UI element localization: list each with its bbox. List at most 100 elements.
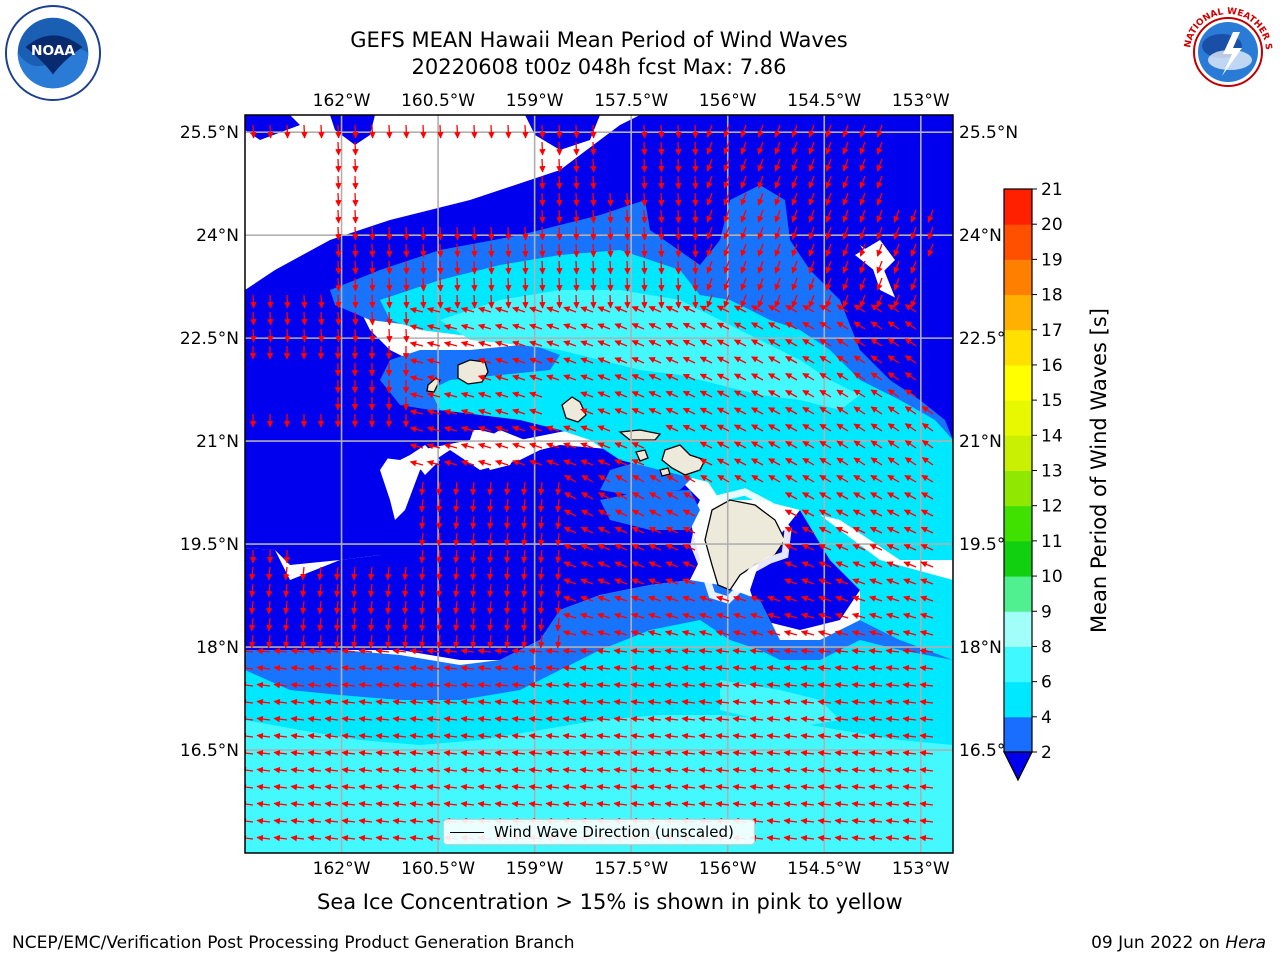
wave-arrow	[801, 578, 815, 585]
wave-arrow	[369, 311, 376, 326]
wave-arrow	[453, 481, 460, 496]
colorbar-tick-label: 8	[1041, 637, 1052, 657]
wave-arrow	[386, 260, 393, 275]
wave-arrow	[597, 595, 611, 602]
colorbar-tick-label: 17	[1041, 321, 1063, 341]
wave-arrow	[870, 372, 883, 381]
wave-arrow	[630, 629, 645, 637]
wave-arrow	[631, 459, 645, 466]
wave-arrow	[460, 459, 475, 467]
wave-arrow	[470, 583, 477, 598]
wave-arrow	[825, 260, 832, 274]
wave-arrow	[512, 357, 526, 364]
wave-arrow	[573, 294, 580, 309]
wave-arrow	[453, 532, 460, 547]
wave-arrow	[675, 124, 682, 139]
wave-arrow	[487, 515, 494, 530]
wave-arrow	[487, 481, 494, 496]
wave-arrow	[715, 664, 730, 672]
wave-arrow	[665, 356, 679, 364]
wave-arrow	[580, 323, 594, 330]
wave-arrow	[335, 311, 342, 326]
wave-arrow	[682, 561, 696, 568]
wave-arrow	[902, 647, 917, 655]
wave-arrow	[614, 509, 628, 517]
lon-label-bottom: 162°W	[313, 859, 371, 879]
wave-arrow	[859, 124, 866, 138]
wave-arrow	[808, 209, 815, 223]
colorbar-tick-label: 20	[1041, 215, 1063, 235]
wave-arrow	[870, 474, 883, 483]
wave-arrow	[512, 323, 526, 330]
wave-arrow	[615, 492, 628, 500]
wave-arrow	[740, 260, 747, 274]
wave-arrow	[853, 492, 866, 500]
wave-arrow	[596, 647, 611, 655]
wave-arrow	[283, 617, 290, 632]
wave-arrow	[904, 457, 917, 466]
wave-arrow	[630, 647, 645, 655]
wave-arrow	[443, 664, 458, 672]
lat-label-right: 18°N	[959, 638, 1002, 658]
chart-subtitle: 20220608 t00z 048h fcst Max: 7.86	[411, 55, 787, 79]
wave-arrow	[675, 294, 682, 309]
colorbar-segment	[1004, 611, 1032, 647]
wave-arrow	[876, 260, 883, 274]
wave-arrow	[538, 498, 545, 513]
wave-arrow	[733, 322, 747, 330]
wave-arrow	[887, 321, 900, 330]
wave-arrow	[887, 440, 900, 449]
wave-arrow	[665, 526, 679, 534]
wave-arrow	[808, 226, 815, 240]
wave-arrow	[631, 374, 645, 381]
wave-arrow	[664, 664, 679, 672]
wave-arrow	[504, 583, 511, 598]
wave-arrow	[580, 374, 594, 381]
wave-arrow	[750, 595, 764, 602]
wave-arrow	[403, 243, 410, 258]
wave-arrow	[859, 260, 866, 274]
wave-arrow	[334, 583, 341, 598]
wave-arrow	[546, 425, 560, 432]
lat-label-left: 25.5°N	[180, 123, 239, 143]
wave-arrow	[403, 277, 410, 292]
wave-arrow	[564, 492, 577, 500]
wave-arrow	[886, 526, 900, 534]
field-below-2-b	[245, 445, 700, 660]
wave-arrow	[859, 175, 866, 189]
wave-arrow	[471, 260, 478, 275]
wave-arrow	[470, 549, 477, 564]
wave-arrow	[885, 612, 900, 619]
wave-arrow	[419, 532, 426, 547]
wave-arrow	[665, 322, 679, 330]
wave-arrow	[590, 294, 597, 309]
wave-arrow	[808, 141, 815, 155]
wave-arrow	[477, 664, 492, 672]
lon-label-top: 159°W	[506, 91, 564, 111]
wave-arrow	[284, 311, 291, 326]
wave-arrow	[665, 544, 679, 551]
wave-arrow	[876, 209, 883, 223]
wave-arrow	[402, 617, 409, 632]
wave-arrow	[716, 305, 730, 313]
wave-arrow	[562, 612, 577, 619]
wave-arrow	[870, 440, 883, 449]
wave-arrow	[723, 260, 730, 274]
wave-arrow	[556, 260, 563, 275]
wave-arrow	[546, 357, 560, 364]
lon-label-top: 154.5°W	[787, 91, 861, 111]
wave-arrow	[801, 561, 815, 568]
wave-arrow	[590, 175, 597, 190]
wave-arrow	[352, 260, 359, 275]
wave-arrow	[504, 498, 511, 513]
wave-arrow	[580, 526, 594, 534]
wave-arrow	[808, 277, 815, 291]
wave-arrow	[505, 277, 512, 292]
wave-arrow	[555, 634, 562, 649]
wave-arrow	[751, 458, 764, 466]
wave-arrow	[300, 617, 307, 632]
wave-arrow	[887, 355, 900, 364]
footer-date-text: 09 Jun 2022 on	[1091, 933, 1226, 953]
wave-arrow	[836, 338, 849, 347]
wave-arrow	[853, 338, 866, 347]
